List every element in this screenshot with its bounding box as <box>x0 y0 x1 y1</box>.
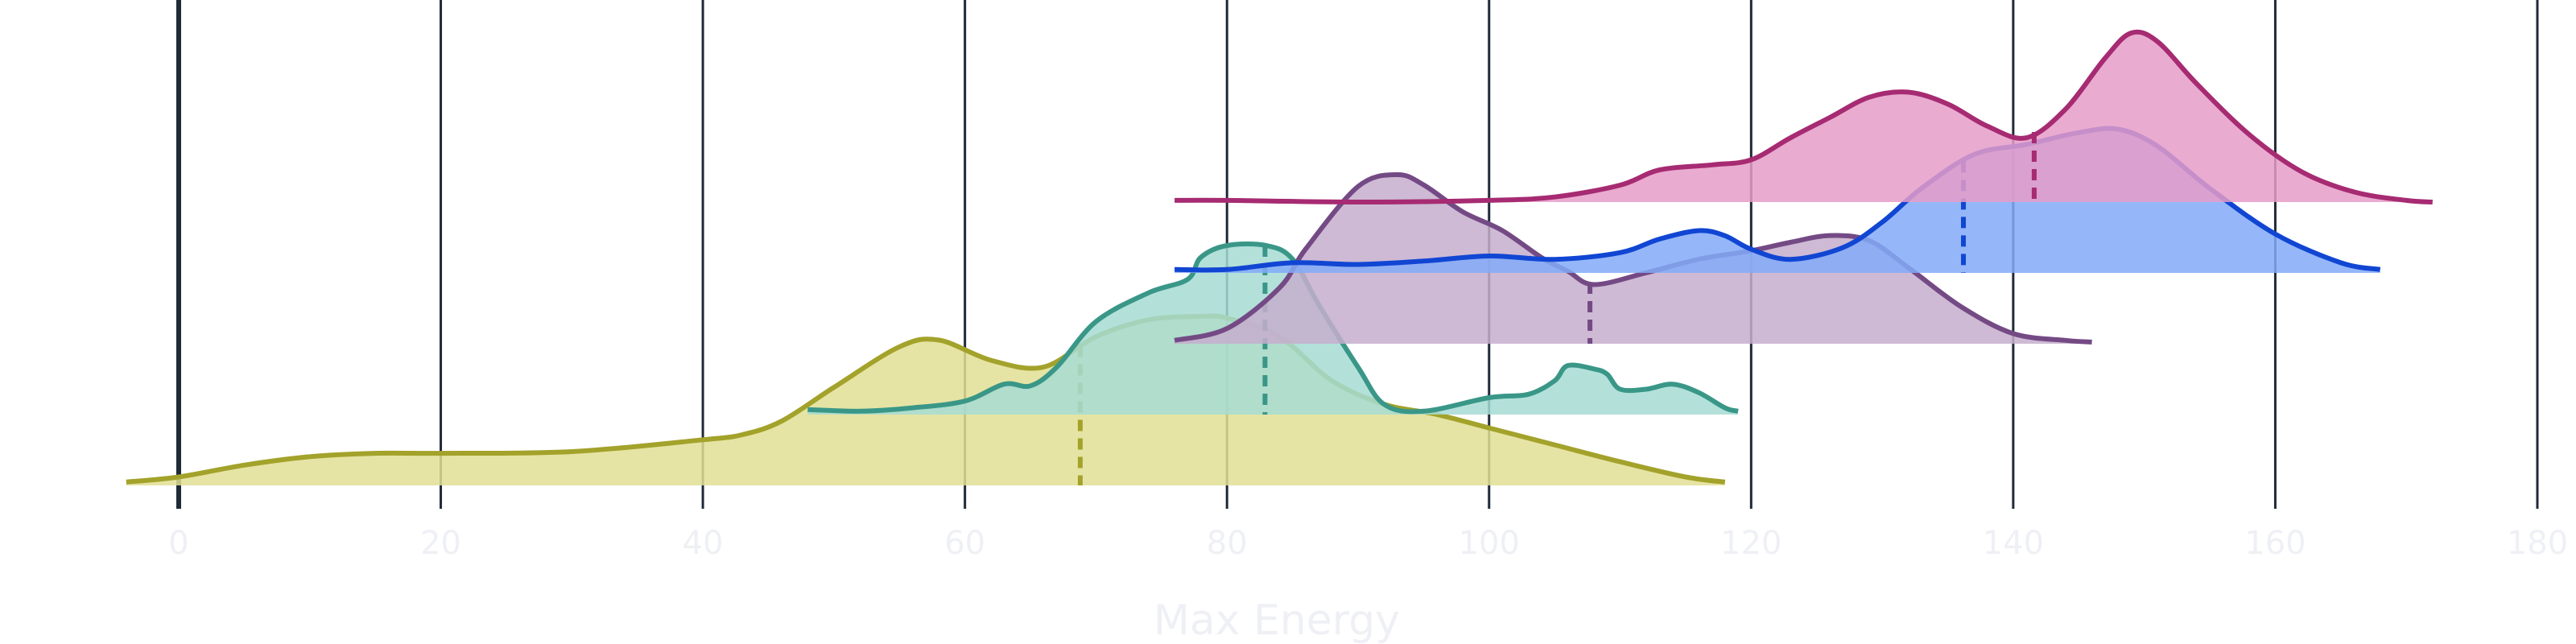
x-tick-140: 140 <box>1983 525 2044 562</box>
ridge-1-area <box>126 316 1725 485</box>
ridge-5-area <box>1174 31 2433 202</box>
x-tick-60: 60 <box>944 525 985 562</box>
x-tick-120: 120 <box>1720 525 1781 562</box>
x-tick-160: 160 <box>2244 525 2306 562</box>
x-tick-180: 180 <box>2507 525 2568 562</box>
x-tick-0: 0 <box>168 525 188 562</box>
x-tick-100: 100 <box>1459 525 1520 562</box>
ridge-3 <box>1174 171 2092 345</box>
ridge-1-line <box>126 313 1726 485</box>
ridge-3-area <box>1174 174 2092 344</box>
x-tick-labels: 0 20 40 60 80 100 120 140 160 180 <box>168 525 2568 562</box>
ridges <box>126 29 2433 485</box>
x-tick-40: 40 <box>683 525 724 562</box>
ridge-5-line <box>1174 29 2433 204</box>
x-tick-20: 20 <box>420 525 461 562</box>
ridge-3-line <box>1174 171 2092 345</box>
x-axis-label: Max Energy <box>1154 597 1400 644</box>
x-tick-80: 80 <box>1207 525 1248 562</box>
ridge-5 <box>1174 29 2433 204</box>
